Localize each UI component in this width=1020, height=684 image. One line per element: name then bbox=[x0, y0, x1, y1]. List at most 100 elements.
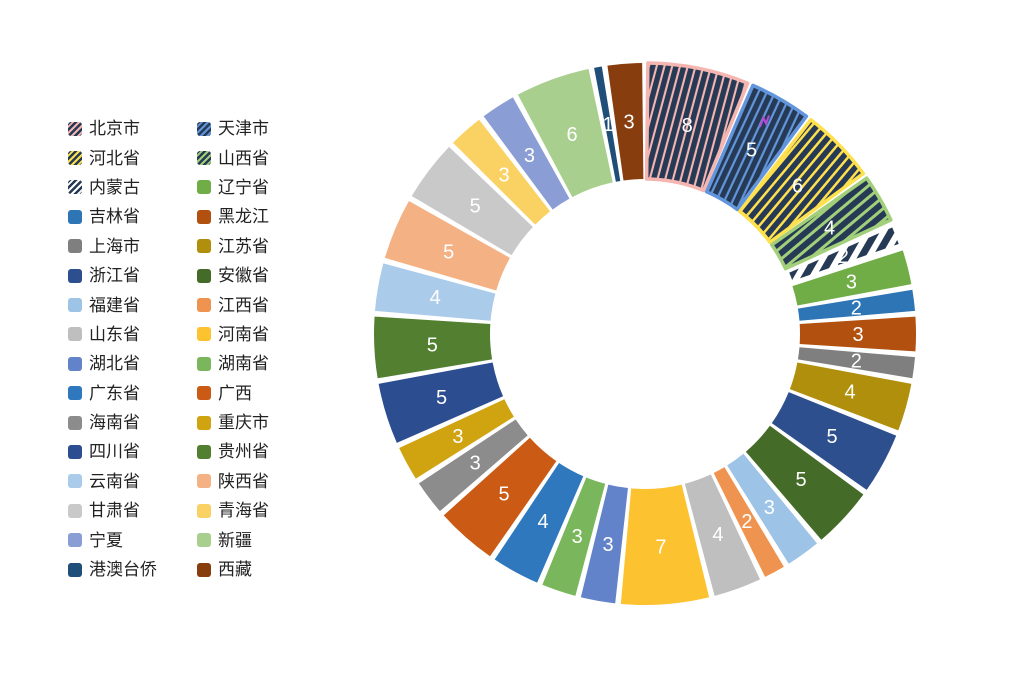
donut-segment-上海市[interactable] bbox=[797, 347, 916, 379]
legend-label: 湖北省 bbox=[89, 354, 140, 374]
legend-item-湖南省[interactable]: 湖南省 bbox=[197, 355, 269, 372]
legend-label: 新疆 bbox=[218, 530, 252, 550]
donut-segment-江西省[interactable] bbox=[713, 467, 784, 577]
legend-item-湖北省[interactable]: 湖北省 bbox=[68, 355, 197, 372]
legend-item-云南省[interactable]: 云南省 bbox=[68, 473, 197, 490]
legend-item-黑龙江[interactable]: 黑龙江 bbox=[197, 208, 269, 225]
legend-swatch bbox=[197, 356, 211, 371]
donut-segment-海南省[interactable] bbox=[418, 419, 528, 512]
legend-item-内蒙古[interactable]: 内蒙古 bbox=[68, 179, 197, 196]
donut-segment-辽宁省[interactable] bbox=[792, 250, 912, 306]
legend-item-广东省[interactable]: 广东省 bbox=[68, 385, 197, 402]
legend-swatch bbox=[68, 239, 82, 254]
donut-segment-甘肃省[interactable] bbox=[411, 146, 533, 256]
donut-segment-福建省[interactable] bbox=[727, 453, 818, 564]
legend-swatch bbox=[68, 209, 82, 224]
donut-segment-浙江省[interactable] bbox=[771, 392, 897, 490]
legend: 北京市 天津市河北省 山西省内蒙古 辽宁省吉林省 黑龙江上海市 江苏省浙江省 安徽省福建省 江… bbox=[68, 114, 269, 584]
legend-label: 港澳台侨 bbox=[89, 560, 157, 580]
legend-swatch bbox=[68, 444, 82, 459]
donut-segment-北京市[interactable] bbox=[644, 61, 750, 193]
legend-item-西藏[interactable]: 西藏 bbox=[197, 561, 269, 578]
donut-segment-江苏省[interactable] bbox=[789, 362, 912, 431]
legend-label: 内蒙古 bbox=[89, 177, 140, 197]
donut-segment-湖南省[interactable] bbox=[542, 477, 606, 596]
legend-item-重庆市[interactable]: 重庆市 bbox=[197, 414, 269, 431]
legend-item-河南省[interactable]: 河南省 bbox=[197, 326, 269, 343]
legend-swatch bbox=[197, 415, 211, 430]
donut-segment-吉林省[interactable] bbox=[797, 289, 916, 321]
legend-item-辽宁省[interactable]: 辽宁省 bbox=[197, 179, 269, 196]
legend-item-陕西省[interactable]: 陕西省 bbox=[197, 473, 269, 490]
legend-label: 云南省 bbox=[89, 471, 140, 491]
donut-segment-安徽省[interactable] bbox=[745, 425, 864, 540]
legend-label: 黑龙江 bbox=[218, 207, 269, 227]
donut-segment-重庆市[interactable] bbox=[399, 399, 514, 479]
legend-swatch bbox=[68, 474, 82, 489]
donut-segment-新疆[interactable] bbox=[517, 68, 613, 198]
donut-segment-陕西省[interactable] bbox=[384, 200, 510, 291]
donut-segment-山东省[interactable] bbox=[684, 474, 761, 596]
legend-item-福建省[interactable]: 福建省 bbox=[68, 297, 197, 314]
donut-segment-天津市[interactable] bbox=[704, 83, 809, 212]
legend-swatch bbox=[68, 562, 82, 577]
legend-swatch bbox=[197, 474, 211, 489]
legend-swatch-hatched bbox=[197, 151, 211, 166]
donut-segment-西藏[interactable] bbox=[607, 63, 644, 181]
donut-segment-四川省[interactable] bbox=[378, 362, 504, 443]
legend-label: 山东省 bbox=[89, 324, 140, 344]
legend-item-新疆[interactable]: 新疆 bbox=[197, 532, 269, 549]
legend-label: 甘肃省 bbox=[89, 501, 140, 521]
donut-segment-云南省[interactable] bbox=[374, 263, 496, 321]
legend-item-北京市[interactable]: 北京市 bbox=[68, 120, 197, 137]
legend-label: 广西 bbox=[218, 383, 252, 403]
legend-label: 江西省 bbox=[218, 295, 269, 315]
legend-swatch bbox=[68, 268, 82, 283]
donut-segment-湖北省[interactable] bbox=[580, 484, 628, 604]
donut-segment-广西[interactable] bbox=[443, 437, 557, 557]
legend-item-江苏省[interactable]: 江苏省 bbox=[197, 238, 269, 255]
legend-label: 海南省 bbox=[89, 413, 140, 433]
legend-item-甘肃省[interactable]: 甘肃省 bbox=[68, 502, 197, 519]
legend-label: 吉林省 bbox=[89, 207, 140, 227]
legend-label: 宁夏 bbox=[89, 530, 123, 550]
legend-label: 天津市 bbox=[218, 119, 269, 139]
donut-segment-内蒙古[interactable] bbox=[785, 223, 903, 285]
legend-label: 上海市 bbox=[89, 236, 140, 256]
legend-label: 福建省 bbox=[89, 295, 140, 315]
legend-swatch bbox=[197, 327, 211, 342]
legend-swatch bbox=[68, 356, 82, 371]
donut-segment-河南省[interactable] bbox=[620, 484, 710, 606]
legend-item-江西省[interactable]: 江西省 bbox=[197, 297, 269, 314]
legend-item-河北省[interactable]: 河北省 bbox=[68, 150, 197, 167]
legend-item-海南省[interactable]: 海南省 bbox=[68, 414, 197, 431]
donut-segment-黑龙江[interactable] bbox=[799, 316, 917, 352]
legend-swatch bbox=[197, 298, 211, 313]
legend-item-山西省[interactable]: 山西省 bbox=[197, 150, 269, 167]
legend-label: 山西省 bbox=[218, 148, 269, 168]
legend-item-安徽省[interactable]: 安徽省 bbox=[197, 267, 269, 284]
donut-segment-河北省[interactable] bbox=[738, 117, 866, 244]
legend-item-上海市[interactable]: 上海市 bbox=[68, 238, 197, 255]
legend-swatch bbox=[197, 209, 211, 224]
legend-label: 河北省 bbox=[89, 148, 140, 168]
legend-label: 浙江省 bbox=[89, 266, 140, 286]
donut-segment-贵州省[interactable] bbox=[374, 316, 493, 379]
donut-segment-广东省[interactable] bbox=[494, 462, 584, 583]
legend-item-四川省[interactable]: 四川省 bbox=[68, 443, 197, 460]
legend-swatch bbox=[197, 239, 211, 254]
donut-segment-青海省[interactable] bbox=[452, 119, 551, 225]
legend-item-青海省[interactable]: 青海省 bbox=[197, 502, 269, 519]
legend-item-天津市[interactable]: 天津市 bbox=[197, 120, 269, 137]
donut-segment-宁夏[interactable] bbox=[483, 97, 570, 210]
legend-item-港澳台侨[interactable]: 港澳台侨 bbox=[68, 561, 197, 578]
legend-label: 北京市 bbox=[89, 119, 140, 139]
legend-item-浙江省[interactable]: 浙江省 bbox=[68, 267, 197, 284]
donut-segment-山西省[interactable] bbox=[770, 176, 893, 271]
legend-item-广西[interactable]: 广西 bbox=[197, 385, 269, 402]
legend-item-贵州省[interactable]: 贵州省 bbox=[197, 443, 269, 460]
legend-item-山东省[interactable]: 山东省 bbox=[68, 326, 197, 343]
legend-item-宁夏[interactable]: 宁夏 bbox=[68, 532, 197, 549]
legend-item-吉林省[interactable]: 吉林省 bbox=[68, 208, 197, 225]
donut-segment-港澳台侨[interactable] bbox=[594, 66, 621, 182]
